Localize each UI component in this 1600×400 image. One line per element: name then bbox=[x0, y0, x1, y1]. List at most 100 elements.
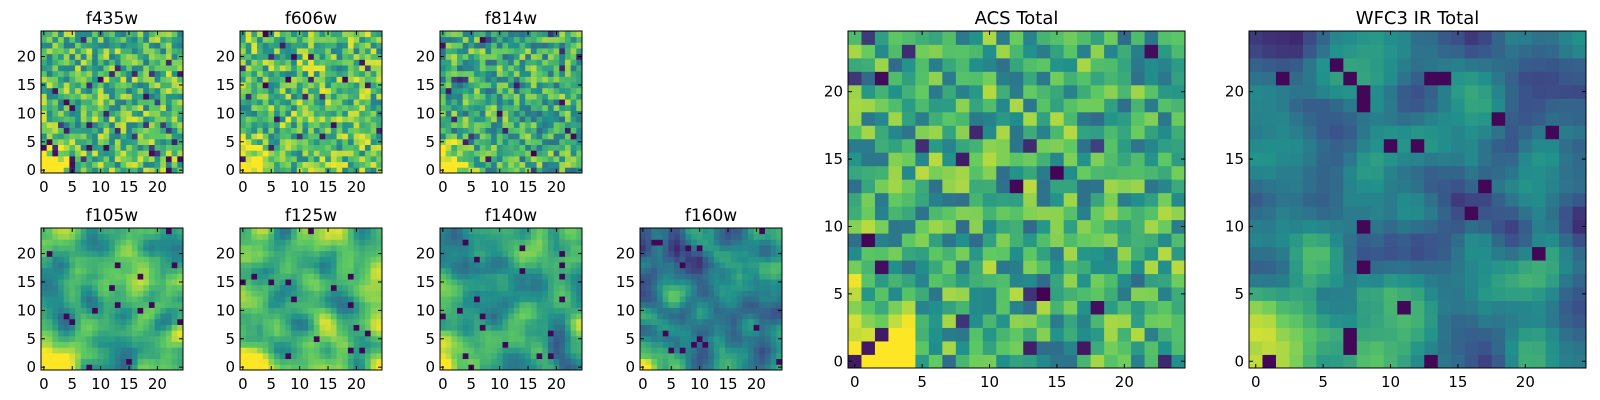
heatmap-cell bbox=[114, 144, 121, 151]
heatmap-cell bbox=[553, 335, 560, 342]
heatmap-cell bbox=[708, 284, 715, 291]
heatmap-cell bbox=[491, 318, 498, 325]
heatmap-cell bbox=[120, 53, 127, 60]
heatmap-cell bbox=[120, 121, 127, 128]
heatmap-cell bbox=[308, 155, 315, 163]
heatmap-cell bbox=[46, 48, 53, 55]
heatmap-cell bbox=[753, 250, 760, 257]
heatmap-cell bbox=[126, 335, 133, 342]
heatmap-cell bbox=[502, 48, 509, 55]
heatmap-cell bbox=[268, 150, 275, 157]
heatmap-cell bbox=[137, 99, 144, 106]
heatmap-cell bbox=[245, 330, 252, 337]
heatmap-cell bbox=[268, 256, 275, 263]
heatmap-cell bbox=[359, 70, 366, 77]
heatmap-cell bbox=[120, 36, 127, 43]
heatmap-cell bbox=[245, 144, 252, 151]
heatmap-cell bbox=[296, 133, 303, 140]
heatmap-cell bbox=[770, 324, 777, 331]
heatmap-cell bbox=[114, 262, 121, 269]
heatmap-cell bbox=[302, 110, 309, 117]
heatmap-cell bbox=[742, 318, 749, 325]
heatmap-cell bbox=[1023, 233, 1038, 248]
heatmap-cell bbox=[364, 99, 372, 106]
heatmap-cell bbox=[576, 245, 583, 252]
heatmap-cell bbox=[1171, 179, 1186, 194]
heatmap-cell bbox=[445, 76, 452, 83]
heatmap-cell bbox=[525, 313, 532, 320]
heatmap-cell bbox=[257, 121, 264, 128]
heatmap-cell bbox=[120, 144, 127, 151]
heatmap-cell bbox=[268, 279, 275, 286]
heatmap-cell bbox=[759, 228, 766, 235]
heatmap-cell bbox=[245, 99, 252, 106]
heatmap-cell bbox=[279, 82, 286, 89]
heatmap-cell bbox=[137, 284, 144, 291]
heatmap-cell bbox=[485, 335, 492, 342]
heatmap-cell bbox=[279, 53, 286, 60]
heatmap-cell bbox=[440, 256, 447, 263]
heatmap-cell bbox=[651, 273, 658, 280]
heatmap-cell bbox=[143, 110, 150, 117]
heatmap-cell bbox=[736, 296, 743, 303]
heatmap-cell bbox=[479, 99, 486, 106]
heatmap-cell bbox=[296, 59, 303, 66]
heatmap-cell bbox=[177, 256, 184, 263]
heatmap-cell bbox=[570, 104, 577, 111]
heatmap-cell bbox=[46, 296, 53, 303]
heatmap-cell bbox=[336, 228, 343, 235]
heatmap-cell bbox=[109, 364, 116, 371]
heatmap-cell bbox=[342, 70, 349, 77]
heatmap-cell bbox=[313, 284, 320, 291]
heatmap-cell bbox=[508, 104, 515, 111]
heatmap-cell bbox=[46, 256, 53, 263]
heatmap-cell bbox=[1009, 287, 1024, 301]
heatmap-cell bbox=[570, 318, 577, 325]
heatmap-cell bbox=[713, 335, 720, 342]
heatmap-cell bbox=[262, 364, 269, 371]
heatmap-cell bbox=[148, 284, 155, 291]
heatmap-cell bbox=[137, 267, 144, 274]
x-tick-label: 0 bbox=[438, 375, 448, 393]
heatmap-cell bbox=[513, 262, 520, 269]
heatmap-cell bbox=[330, 127, 337, 134]
heatmap-cell bbox=[519, 127, 526, 134]
heatmap-cell bbox=[347, 65, 354, 72]
heatmap-cell bbox=[319, 48, 326, 55]
heatmap-cell bbox=[742, 284, 749, 291]
heatmap-cell bbox=[75, 324, 82, 331]
heatmap-cell bbox=[171, 335, 178, 342]
heatmap-cell bbox=[1023, 273, 1038, 288]
heatmap-cell bbox=[342, 273, 349, 280]
heatmap-cell bbox=[530, 42, 537, 49]
heatmap-cell bbox=[92, 301, 99, 308]
heatmap-cell bbox=[262, 144, 269, 151]
heatmap-cell bbox=[651, 307, 658, 314]
heatmap-cell bbox=[63, 245, 70, 252]
heatmap-cell bbox=[268, 36, 275, 43]
heatmap-cell bbox=[462, 76, 469, 83]
heatmap-cell bbox=[491, 273, 498, 280]
heatmap-cell bbox=[41, 116, 48, 123]
heatmap-cells bbox=[240, 228, 383, 371]
heatmap-cell bbox=[440, 301, 447, 308]
heatmap-cell bbox=[861, 327, 876, 342]
heatmap-cell bbox=[559, 133, 566, 140]
heatmap-cell bbox=[143, 42, 150, 49]
heatmap-cell bbox=[662, 341, 669, 348]
heatmap-cell bbox=[171, 104, 178, 111]
heatmap-cell bbox=[353, 59, 360, 66]
heatmap-cell bbox=[353, 104, 360, 111]
heatmap-cell bbox=[370, 121, 377, 128]
y-tick-label: 15 bbox=[17, 76, 36, 94]
heatmap-cell bbox=[982, 314, 997, 328]
heatmap-cell bbox=[274, 250, 281, 257]
heatmap-cell bbox=[764, 307, 772, 314]
heatmap-cell bbox=[353, 239, 360, 246]
heatmap-cell bbox=[63, 301, 70, 308]
heatmap-cell bbox=[75, 267, 82, 274]
heatmap-cell bbox=[279, 42, 286, 49]
heatmap-cell bbox=[291, 42, 298, 49]
heatmap-cell bbox=[109, 82, 116, 89]
heatmap-cell bbox=[257, 48, 264, 55]
